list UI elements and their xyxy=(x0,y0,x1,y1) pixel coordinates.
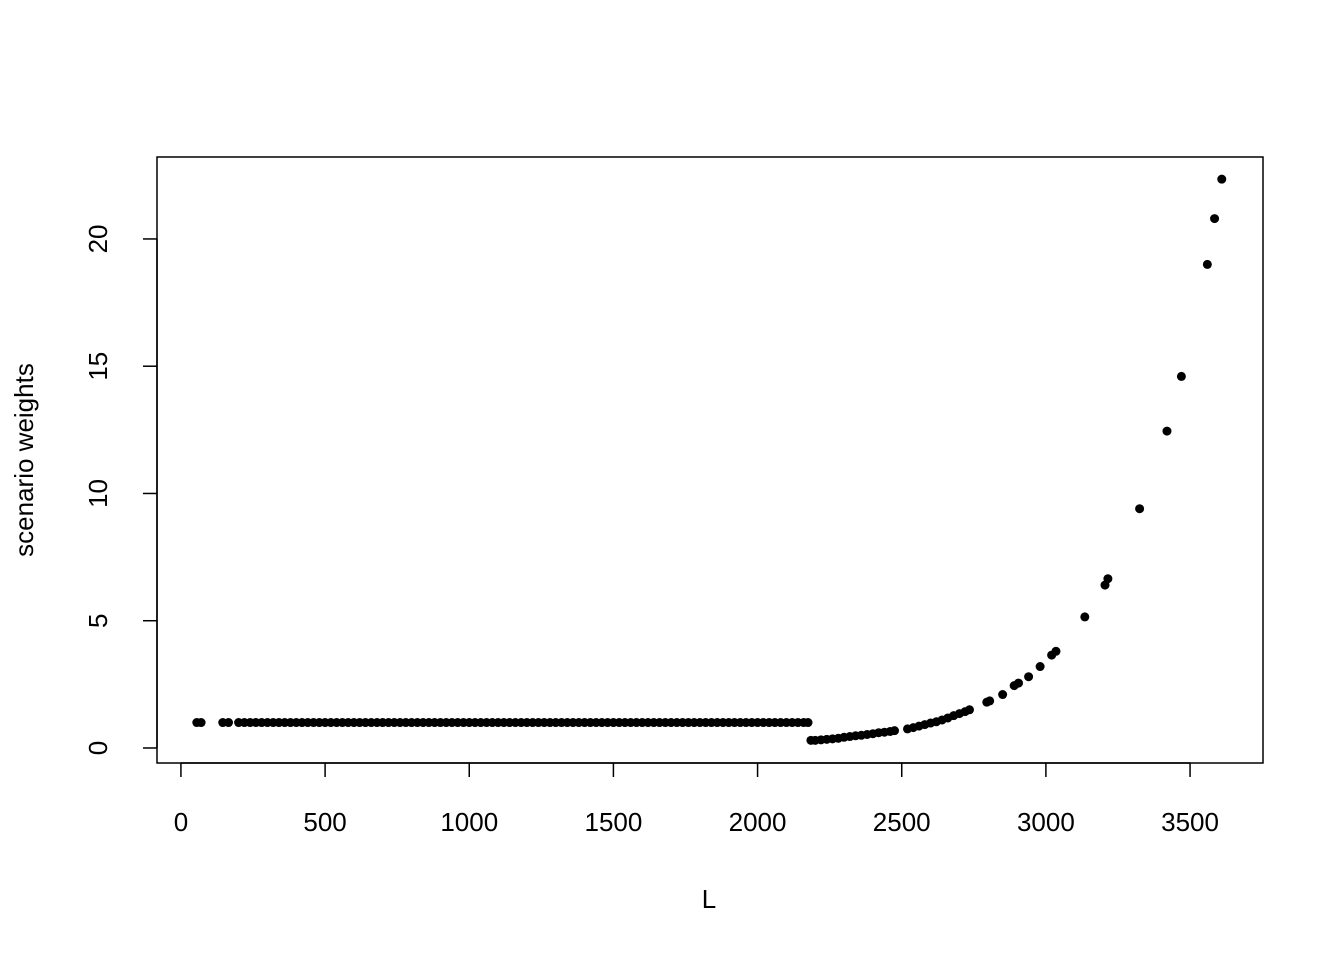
y-tick-label: 0 xyxy=(83,741,113,755)
x-tick-label: 0 xyxy=(174,807,188,837)
point xyxy=(1135,504,1145,514)
y-tick-label: 10 xyxy=(83,479,113,508)
point xyxy=(964,705,974,715)
x-tick-label: 2000 xyxy=(729,807,787,837)
point xyxy=(1176,371,1186,381)
x-tick-label: 500 xyxy=(303,807,346,837)
point xyxy=(803,718,813,728)
x-tick-label: 3500 xyxy=(1161,807,1219,837)
point xyxy=(224,718,234,728)
point xyxy=(1014,678,1024,688)
y-tick-label: 15 xyxy=(83,352,113,381)
x-tick-label: 1000 xyxy=(440,807,498,837)
point xyxy=(1103,574,1113,584)
point xyxy=(1024,672,1034,682)
point xyxy=(196,718,206,728)
x-axis-label: L xyxy=(702,884,716,914)
x-tick-label: 3000 xyxy=(1017,807,1075,837)
x-tick-label: 2500 xyxy=(873,807,931,837)
point xyxy=(1202,259,1212,269)
point xyxy=(1051,646,1061,656)
point xyxy=(1217,174,1227,184)
y-tick-label: 5 xyxy=(83,613,113,627)
y-tick-label: 20 xyxy=(83,224,113,253)
y-axis-label: scenario weights xyxy=(9,363,39,557)
point xyxy=(1035,662,1045,672)
plot-box xyxy=(156,156,1264,764)
point xyxy=(1210,214,1220,224)
point xyxy=(985,696,995,706)
point xyxy=(1162,426,1172,436)
x-tick-label: 1500 xyxy=(584,807,642,837)
point xyxy=(890,726,900,736)
point xyxy=(1080,612,1090,622)
point xyxy=(998,690,1008,700)
